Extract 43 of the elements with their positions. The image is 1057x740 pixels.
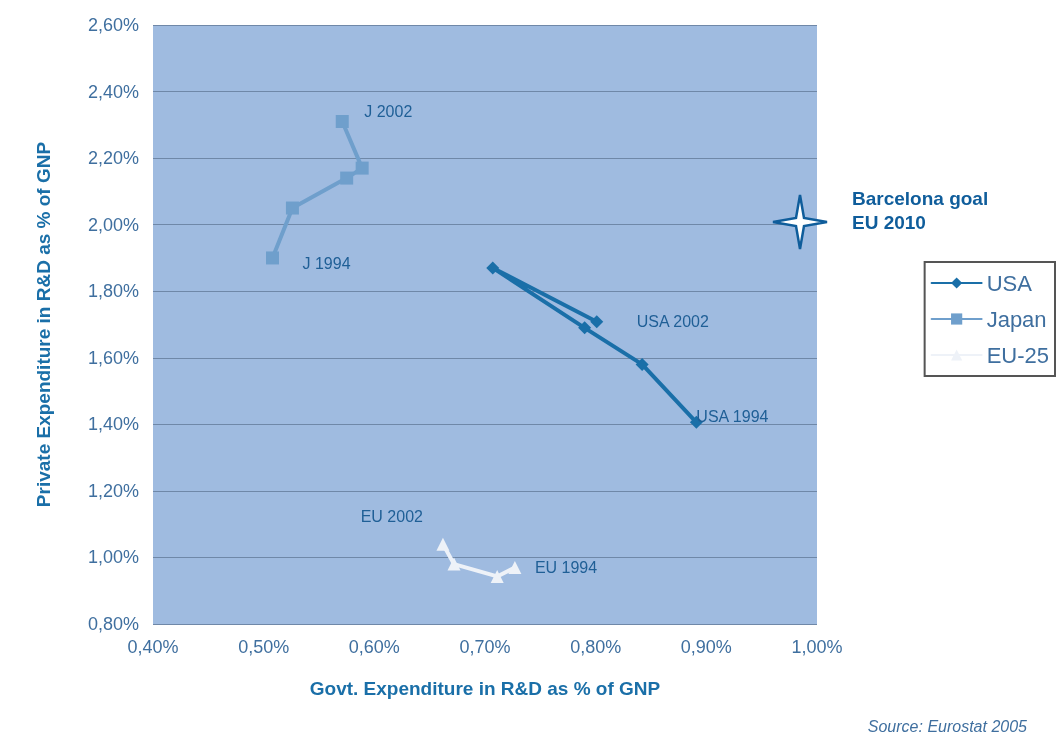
x-tick-label: 0,40% [127,637,179,657]
legend-label: USA [986,270,1033,296]
y-tick-label: 2,00% [87,214,139,235]
x-tick-label: 0,50% [238,637,290,657]
point [578,321,592,335]
annotation: J 1994 [302,255,351,273]
point [266,251,280,265]
annotation: J 2002 [364,103,413,121]
annotation: EU 2002 [360,507,424,525]
y-axis-title: Private Expenditure in R&D as % of GNP [33,141,54,508]
annotation: USA 2002 [636,313,709,331]
annotation: EU 1994 [534,558,598,576]
point [508,560,522,574]
y-tick-label: 0,80% [87,614,139,634]
point [490,569,504,583]
x-axis-title: Govt. Expenditure in R&D as % of GNP [309,678,661,699]
y-tick-label: 1,20% [87,480,139,501]
point [340,171,354,185]
point [590,315,604,329]
y-tick-label: 1,40% [87,414,139,435]
point [447,557,461,571]
y-tick-label: 2,40% [87,81,139,102]
x-tick-label: 0,60% [348,637,400,657]
source-note: Source: Eurostat 2005 [867,717,1028,735]
y-tick-label: 1,60% [87,347,139,368]
y-tick-label: 1,00% [87,547,139,568]
point [436,537,450,551]
x-tick-label: 0,80% [570,637,622,657]
text: Barcelona goal EU 2010 [852,187,989,233]
point [635,357,649,371]
annotation: USA 1994 [696,407,769,425]
x-tick-label: 1,00% [791,637,843,657]
x-tick-label: 0,90% [680,637,732,657]
point [355,161,369,175]
y-tick-label: 2,60% [87,15,139,35]
x-tick-label: 0,70% [459,637,511,657]
legend-label: Japan [986,306,1047,332]
point [335,115,349,129]
point [285,201,299,215]
legend-label: EU-25 [986,342,1049,368]
y-tick-label: 1,80% [87,281,139,302]
point [486,261,500,275]
y-tick-label: 2,20% [87,148,139,169]
